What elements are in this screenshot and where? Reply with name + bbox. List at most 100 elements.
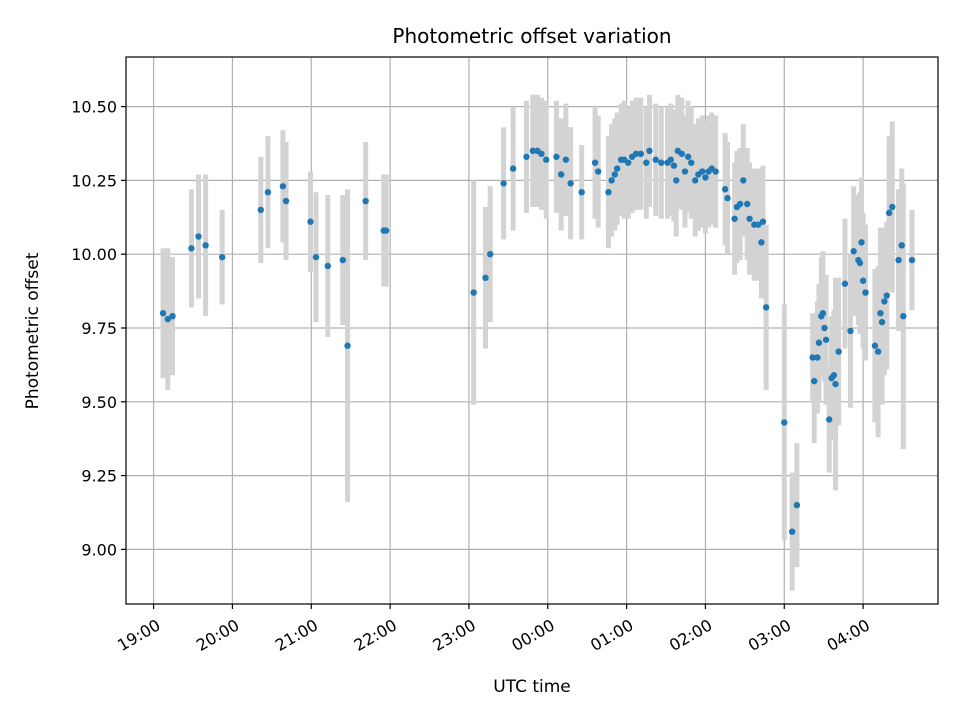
data-point (788, 528, 796, 535)
data-point (811, 377, 818, 385)
data-point (878, 318, 886, 326)
data-point (900, 312, 907, 320)
data-point (169, 312, 176, 320)
data-point (699, 168, 706, 175)
data-point (188, 245, 195, 252)
data-point (885, 209, 893, 217)
data-point (613, 165, 621, 172)
data-point (793, 501, 801, 509)
data-point (822, 336, 830, 343)
data-point (362, 197, 369, 205)
data-point (487, 250, 494, 258)
data-point (815, 339, 823, 346)
data-point (652, 156, 659, 163)
data-point (731, 215, 738, 222)
data-point (264, 189, 272, 196)
y-tick-label: 10.25 (71, 171, 117, 190)
data-point (721, 186, 729, 193)
data-point (740, 177, 747, 184)
y-tick-label: 10.50 (71, 98, 117, 117)
data-point (830, 372, 838, 379)
data-point (324, 262, 332, 270)
data-point (529, 147, 536, 155)
data-point (195, 233, 202, 240)
data-point (850, 248, 857, 255)
data-point (758, 239, 765, 246)
data-point (908, 256, 916, 264)
data-point (164, 315, 171, 323)
data-point (382, 227, 390, 234)
data-point (646, 147, 653, 155)
chart-title: Photometric offset variation (392, 24, 671, 48)
data-point (567, 180, 574, 187)
data-point (591, 159, 599, 166)
data-point (637, 150, 644, 158)
data-point (673, 177, 680, 184)
y-tick-label: 9.50 (81, 393, 117, 412)
data-point (819, 310, 827, 317)
data-point (871, 342, 879, 349)
data-point (509, 165, 517, 172)
data-point (684, 153, 692, 160)
data-point (874, 348, 882, 355)
data-point (538, 150, 545, 158)
data-point (611, 171, 618, 178)
data-point (762, 304, 770, 311)
data-point (257, 206, 265, 214)
data-point (344, 342, 351, 349)
data-point (595, 168, 602, 175)
data-point (832, 380, 839, 388)
data-point (624, 159, 632, 166)
data-point (202, 242, 209, 249)
y-tick-label: 10.00 (71, 245, 117, 264)
data-point (500, 180, 507, 187)
data-point (632, 150, 640, 158)
data-point (877, 310, 884, 317)
data-point (279, 183, 287, 190)
data-point (282, 197, 290, 205)
data-point (482, 274, 489, 282)
data-point (746, 215, 753, 222)
data-point (712, 168, 719, 175)
data-point (658, 159, 665, 166)
data-point (858, 239, 865, 246)
data-points (159, 147, 916, 535)
data-point (889, 203, 896, 211)
data-point (809, 354, 816, 361)
data-point (678, 150, 685, 158)
data-point (895, 256, 902, 264)
data-point (542, 156, 550, 163)
y-tick-label: 9.75 (81, 319, 117, 338)
y-axis-ticks: 9.00 9.25 9.50 9.75 10.00 10.25 10.50 (71, 98, 126, 559)
data-point (841, 280, 849, 287)
data-point (826, 416, 833, 423)
data-point (744, 200, 751, 208)
y-tick-label: 9.25 (81, 467, 117, 486)
data-point (759, 218, 767, 225)
data-point (883, 292, 890, 299)
data-point (814, 354, 821, 361)
y-tick-label: 9.00 (81, 540, 117, 559)
data-point (670, 162, 678, 169)
data-point (724, 194, 731, 202)
y-axis-title: Photometric offset (23, 252, 43, 409)
data-point (159, 310, 167, 317)
data-point (835, 348, 842, 355)
data-point (553, 153, 560, 160)
data-point (605, 189, 612, 196)
data-point (691, 177, 699, 184)
data-point (578, 189, 585, 196)
data-point (562, 156, 570, 163)
data-point (862, 289, 869, 296)
data-point (643, 159, 650, 166)
data-point (557, 171, 565, 178)
data-point (667, 156, 674, 163)
data-point (856, 259, 864, 267)
data-point (312, 253, 320, 261)
data-point (898, 242, 905, 249)
data-point (755, 221, 762, 228)
data-point (847, 327, 854, 335)
x-axis-title: UTC time (493, 677, 571, 697)
